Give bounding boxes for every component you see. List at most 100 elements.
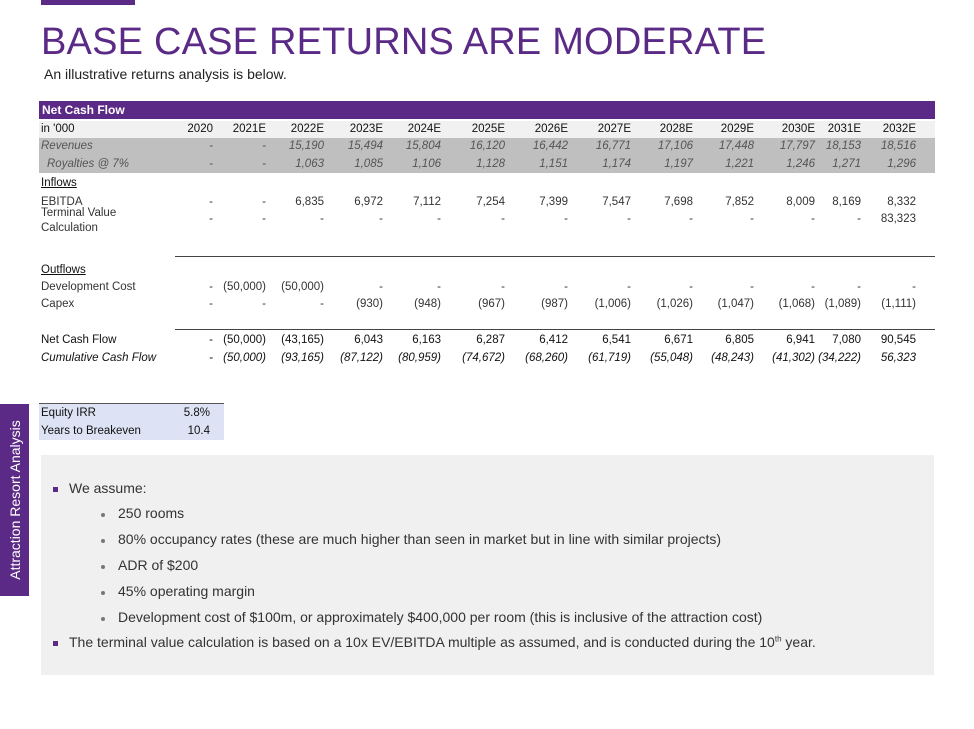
table-cell: 2026E	[534, 123, 568, 135]
metric-value: 5.8%	[183, 407, 210, 419]
table-cell: 6,163	[412, 334, 441, 346]
table-cell: 1,246	[786, 158, 815, 170]
table-cell: -	[262, 298, 266, 310]
table-cell: 17,106	[657, 140, 693, 152]
table-cell: -	[437, 213, 441, 225]
table-cell: 6,287	[476, 334, 505, 346]
table-cell: -	[209, 213, 213, 225]
table-cell: 1,106	[412, 158, 441, 170]
table-cell: -	[564, 213, 568, 225]
metrics-top-line	[39, 403, 224, 404]
page-subtitle: An illustrative returns analysis is belo…	[44, 66, 287, 82]
table-cell: (1,089)	[824, 298, 861, 310]
terminal-note-text: The terminal value calculation is based …	[69, 634, 775, 650]
table-cell: (68,260)	[525, 352, 568, 364]
table-cell: 1,151	[539, 158, 568, 170]
table-cell: -	[262, 140, 266, 152]
assumption-item: Development cost of $100m, or approximat…	[118, 609, 763, 625]
bullet-dot-icon	[101, 565, 105, 569]
table-cell: (74,672)	[462, 352, 505, 364]
table-cell: (967)	[478, 298, 505, 310]
table-cell: (1,068)	[778, 298, 815, 310]
bullet-square-icon	[53, 641, 58, 646]
table-cell: 2031E	[827, 123, 861, 135]
table-cell: 2028E	[659, 123, 693, 135]
table-cell: 16,442	[532, 140, 568, 152]
table-row: Development Cost - (50,000) (50,000) - - - - - - -…	[39, 279, 935, 297]
table-cell: (61,719)	[588, 352, 631, 364]
table-cell: (80,959)	[398, 352, 441, 364]
table-header: Net Cash Flow	[39, 101, 935, 119]
table-cell: 1,296	[887, 158, 916, 170]
table-cell: 7,112	[413, 196, 441, 208]
table-cell: 6,043	[354, 334, 383, 346]
table-cell: -	[209, 140, 213, 152]
page-title: BASE CASE RETURNS ARE MODERATE	[41, 21, 767, 63]
unit-label: in '000	[41, 123, 75, 135]
top-accent-bar	[41, 0, 135, 5]
table-row: Revenues - - 15,190 15,494 15,804 16,120 16,442…	[39, 138, 935, 156]
table-row: Cumulative Cash Flow - (50,000) (93,165) (87…	[39, 350, 935, 368]
bullet-dot-icon	[101, 539, 105, 543]
table-cell: 15,804	[405, 140, 441, 152]
table-cell: -	[437, 281, 441, 293]
row-label: Cumulative Cash Flow	[41, 352, 157, 364]
years-header-row	[39, 121, 935, 138]
revenue-band	[39, 138, 935, 173]
table-cell: 56,323	[880, 352, 916, 364]
table-cell: 2023E	[349, 123, 383, 135]
table-cell: 18,153	[825, 140, 861, 152]
table-cell: (87,122)	[340, 352, 383, 364]
table-cell: -	[209, 196, 213, 208]
metric-value: 10.4	[187, 425, 210, 437]
metrics-box: Equity IRR 5.8% Years to Breakeven 10.4	[39, 404, 224, 440]
terminal-note-end: year.	[781, 634, 816, 650]
table-cell: -	[912, 281, 916, 293]
row-label: Capex	[41, 298, 75, 310]
table-cell: 6,412	[539, 334, 568, 346]
table-cell: -	[627, 281, 631, 293]
notes-panel: We assume: 250 rooms 80% occupancy rates…	[41, 455, 934, 675]
table-cell: -	[209, 298, 213, 310]
table-cell: -	[379, 281, 383, 293]
table-cell: -	[750, 213, 754, 225]
table-row: EBITDA - - 6,835 6,972 7,112 7,254 7,399 7,547 7,…	[39, 194, 935, 212]
bullet-dot-icon	[101, 513, 105, 517]
table-cell: -	[262, 213, 266, 225]
table-year-row: in '000 2020 2021E 2022E 2023E 2024E 2025E 2026…	[39, 121, 935, 139]
table-cell: 8,009	[786, 196, 815, 208]
assumption-item: 45% operating margin	[118, 583, 255, 599]
table-cell: 17,448	[718, 140, 754, 152]
table-cell: (93,165)	[281, 352, 324, 364]
table-cell: 2030E	[781, 123, 815, 135]
bullet-square-icon	[53, 487, 58, 492]
table-cell: -	[811, 213, 815, 225]
table-cell: 1,197	[664, 158, 693, 170]
table-cell: 2025E	[471, 123, 505, 135]
table-cell: -	[262, 158, 266, 170]
table-cell: -	[320, 298, 324, 310]
separator-line-netcash	[175, 329, 935, 330]
table-cell: -	[209, 352, 213, 364]
row-label: Revenues	[41, 140, 93, 152]
table-cell: 15,190	[288, 140, 324, 152]
notes-assume-label: We assume:	[69, 480, 147, 496]
table-cell: 16,771	[595, 140, 631, 152]
table-cell: -	[501, 281, 505, 293]
table-cell: 18,516	[880, 140, 916, 152]
table-cell: -	[209, 281, 213, 293]
table-cell: (1,047)	[717, 298, 754, 310]
table-cell: 2027E	[597, 123, 631, 135]
table-cell: -	[689, 281, 693, 293]
table-cell: -	[627, 213, 631, 225]
terminal-note-sup: th	[774, 634, 782, 644]
table-cell: 6,972	[354, 196, 383, 208]
table-cell: -	[750, 281, 754, 293]
table-cell: 8,169	[832, 196, 861, 208]
table-cell: (1,006)	[594, 298, 631, 310]
table-cell: 90,545	[880, 334, 916, 346]
table-cell: 7,698	[664, 196, 693, 208]
table-cell: (43,165)	[281, 334, 324, 346]
table-cell: 1,174	[602, 158, 631, 170]
table-cell: (41,302)	[772, 352, 815, 364]
